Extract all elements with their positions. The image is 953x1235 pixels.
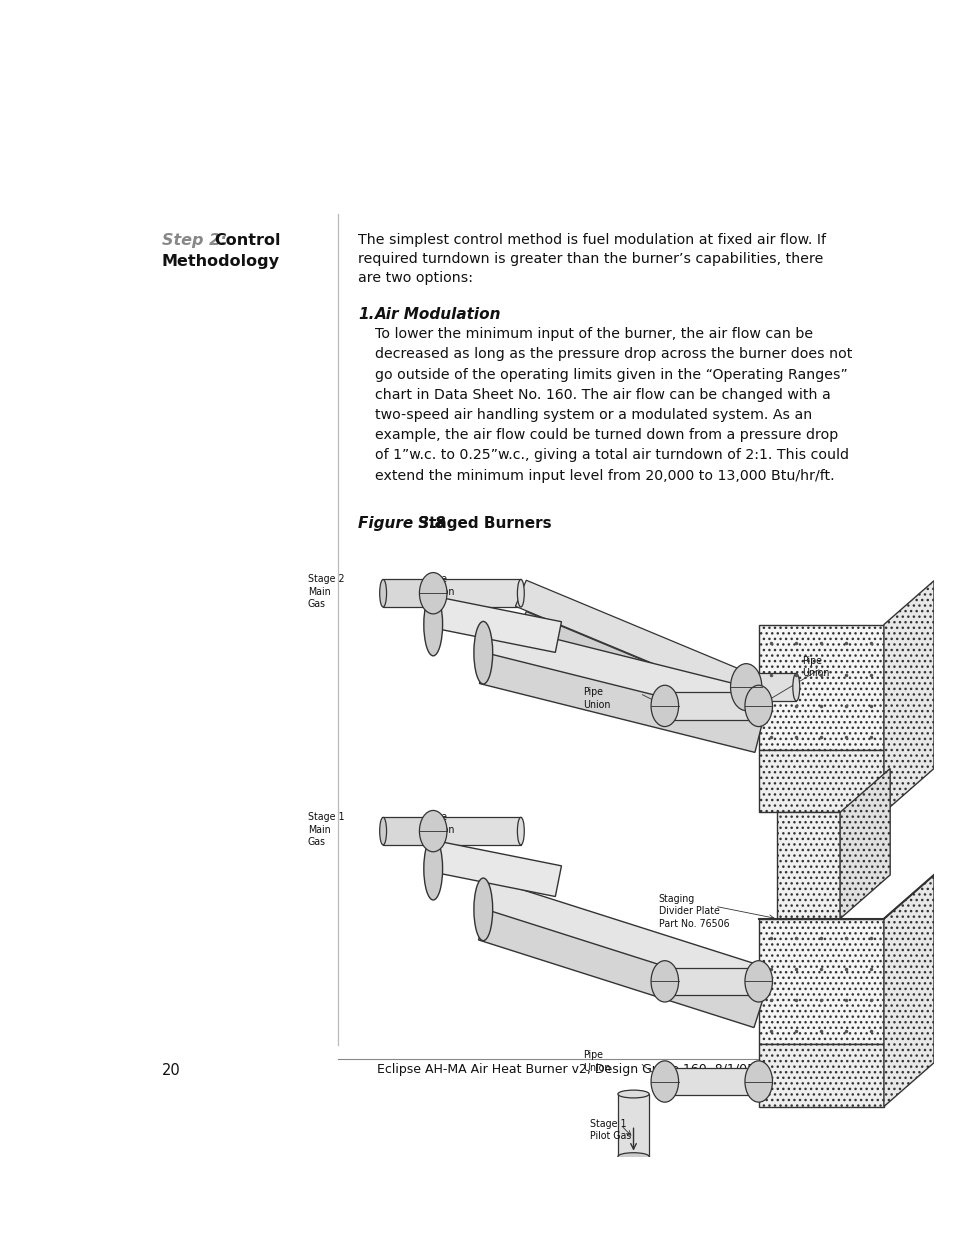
Ellipse shape: [744, 1061, 772, 1102]
Text: chart in Data Sheet No. 160. The air flow can be changed with a: chart in Data Sheet No. 160. The air flo…: [375, 388, 830, 401]
Bar: [664, 967, 758, 995]
Ellipse shape: [419, 810, 447, 852]
Text: of 1”w.c. to 0.25”w.c., giving a total air turndown of 2:1. This could: of 1”w.c. to 0.25”w.c., giving a total a…: [375, 448, 848, 462]
Text: Pipe
Union: Pipe Union: [427, 574, 454, 597]
Ellipse shape: [755, 1068, 761, 1095]
Ellipse shape: [660, 967, 667, 995]
Ellipse shape: [744, 961, 772, 1002]
Text: extend the minimum input level from 20,000 to 13,000 Btu/hr/ft.: extend the minimum input level from 20,0…: [375, 468, 834, 483]
Text: Pipe
Union: Pipe Union: [801, 656, 829, 678]
Polygon shape: [883, 580, 933, 813]
Ellipse shape: [755, 967, 761, 995]
Text: Control: Control: [214, 233, 281, 248]
Bar: [758, 750, 883, 813]
Ellipse shape: [379, 579, 386, 606]
Text: Stage 1
Pilot Gas: Stage 1 Pilot Gas: [589, 1119, 630, 1141]
Ellipse shape: [744, 685, 772, 726]
Ellipse shape: [730, 663, 761, 710]
Ellipse shape: [429, 579, 436, 606]
Ellipse shape: [419, 573, 447, 614]
Text: Staged Burners: Staged Burners: [418, 516, 552, 531]
Text: are two options:: are two options:: [357, 270, 473, 285]
Text: 20: 20: [162, 1063, 180, 1078]
Bar: [664, 1068, 758, 1095]
Ellipse shape: [474, 621, 492, 684]
Polygon shape: [430, 841, 561, 897]
Ellipse shape: [650, 685, 678, 726]
Text: The simplest control method is fuel modulation at fixed air flow. If: The simplest control method is fuel modu…: [357, 233, 825, 247]
Bar: [758, 919, 883, 1044]
Text: Pipe
Union: Pipe Union: [583, 1050, 610, 1073]
Polygon shape: [883, 874, 933, 1107]
Ellipse shape: [423, 837, 442, 900]
Ellipse shape: [423, 593, 442, 656]
Polygon shape: [478, 910, 762, 1028]
Ellipse shape: [429, 818, 436, 845]
Bar: [433, 579, 520, 606]
Polygon shape: [479, 622, 761, 721]
Text: To lower the minimum input of the burner, the air flow can be: To lower the minimum input of the burner…: [375, 327, 812, 341]
Ellipse shape: [650, 1061, 678, 1102]
Text: two-speed air handling system or a modulated system. As an: two-speed air handling system or a modul…: [375, 408, 811, 422]
Ellipse shape: [517, 579, 524, 606]
Text: Eclipse AH-MA Air Heat Burner v2, Design Guide 160, 8/1/05: Eclipse AH-MA Air Heat Burner v2, Design…: [376, 1063, 754, 1076]
Ellipse shape: [792, 673, 799, 701]
Bar: [745, 673, 796, 701]
Bar: [758, 625, 883, 750]
Text: Pipe
Union: Pipe Union: [583, 687, 610, 710]
Polygon shape: [840, 768, 889, 919]
Text: Air Modulation: Air Modulation: [375, 308, 501, 322]
Ellipse shape: [660, 1068, 667, 1095]
Text: go outside of the operating limits given in the “Operating Ranges”: go outside of the operating limits given…: [375, 368, 847, 382]
Bar: [383, 818, 433, 845]
Bar: [758, 1044, 883, 1107]
Text: required turndown is greater than the burner’s capabilities, there: required turndown is greater than the bu…: [357, 252, 822, 266]
Text: Stage 2
Main
Gas: Stage 2 Main Gas: [308, 574, 344, 609]
Ellipse shape: [618, 1091, 648, 1098]
Text: 1.: 1.: [357, 308, 374, 322]
Polygon shape: [515, 580, 751, 700]
Ellipse shape: [429, 818, 436, 845]
Text: Staging
Divider Plate
Part No. 76506: Staging Divider Plate Part No. 76506: [658, 894, 728, 929]
Ellipse shape: [618, 1152, 648, 1161]
Bar: [433, 818, 520, 845]
Text: example, the air flow could be turned down from a pressure drop: example, the air flow could be turned do…: [375, 429, 838, 442]
Text: decreased as long as the pressure drop across the burner does not: decreased as long as the pressure drop a…: [375, 347, 851, 362]
Text: Pipe
Union: Pipe Union: [427, 813, 454, 835]
Ellipse shape: [660, 692, 667, 720]
Text: Stage 1
Main
Gas: Stage 1 Main Gas: [308, 813, 344, 847]
Polygon shape: [478, 879, 762, 997]
Ellipse shape: [742, 673, 749, 701]
Ellipse shape: [379, 818, 386, 845]
Text: Figure 3.8: Figure 3.8: [357, 516, 445, 531]
Text: Step 2:: Step 2:: [162, 233, 226, 248]
Text: Methodology: Methodology: [162, 254, 279, 269]
Bar: [618, 1094, 648, 1157]
Ellipse shape: [474, 878, 492, 941]
Ellipse shape: [517, 818, 524, 845]
Ellipse shape: [423, 579, 430, 606]
Polygon shape: [430, 597, 561, 652]
Polygon shape: [479, 653, 761, 752]
Polygon shape: [515, 611, 751, 731]
Bar: [383, 579, 427, 606]
Ellipse shape: [650, 961, 678, 1002]
Ellipse shape: [755, 692, 761, 720]
Bar: [777, 813, 840, 919]
Bar: [664, 692, 758, 720]
